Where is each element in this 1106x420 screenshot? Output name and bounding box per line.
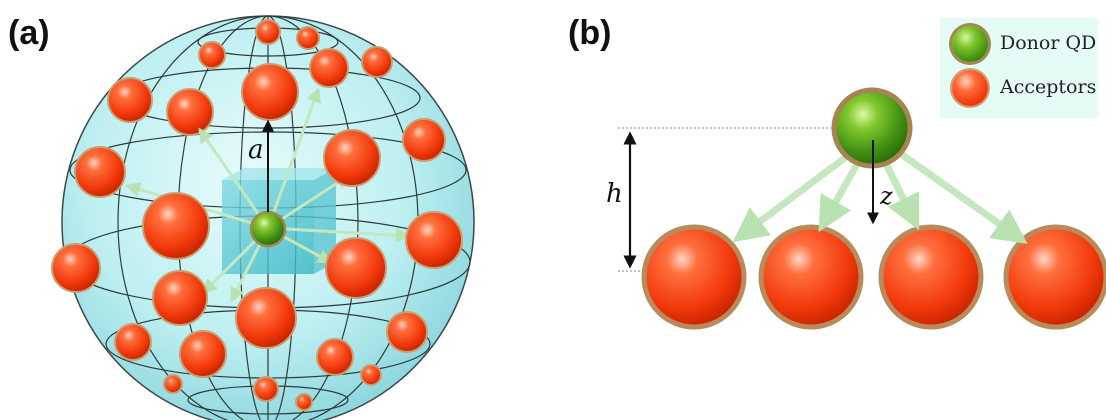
legend-item-acceptors: Acceptors (948, 68, 1096, 108)
legend-label-acceptors: Acceptors (1000, 76, 1097, 98)
legend: Donor QD Acceptors (940, 18, 1098, 118)
legend-item-donor: Donor QD (948, 24, 1096, 64)
acceptors-back (51, 19, 446, 411)
green-sphere-icon (952, 26, 988, 62)
legend-label-donor: Donor QD (1000, 32, 1097, 54)
orange-sphere-icon (952, 70, 988, 106)
panel-label-b: (b) (568, 14, 612, 52)
radius-label: a (248, 135, 264, 165)
panel-b-side-view: h z (606, 87, 1106, 330)
height-label: h (606, 179, 623, 209)
donor-qd-center (249, 210, 287, 248)
acceptors-row (641, 224, 1106, 330)
panel-a-sphere: a (51, 15, 475, 420)
panel-label-a: (a) (8, 14, 50, 52)
acceptors-front (142, 63, 463, 378)
distance-label: z (879, 182, 893, 210)
